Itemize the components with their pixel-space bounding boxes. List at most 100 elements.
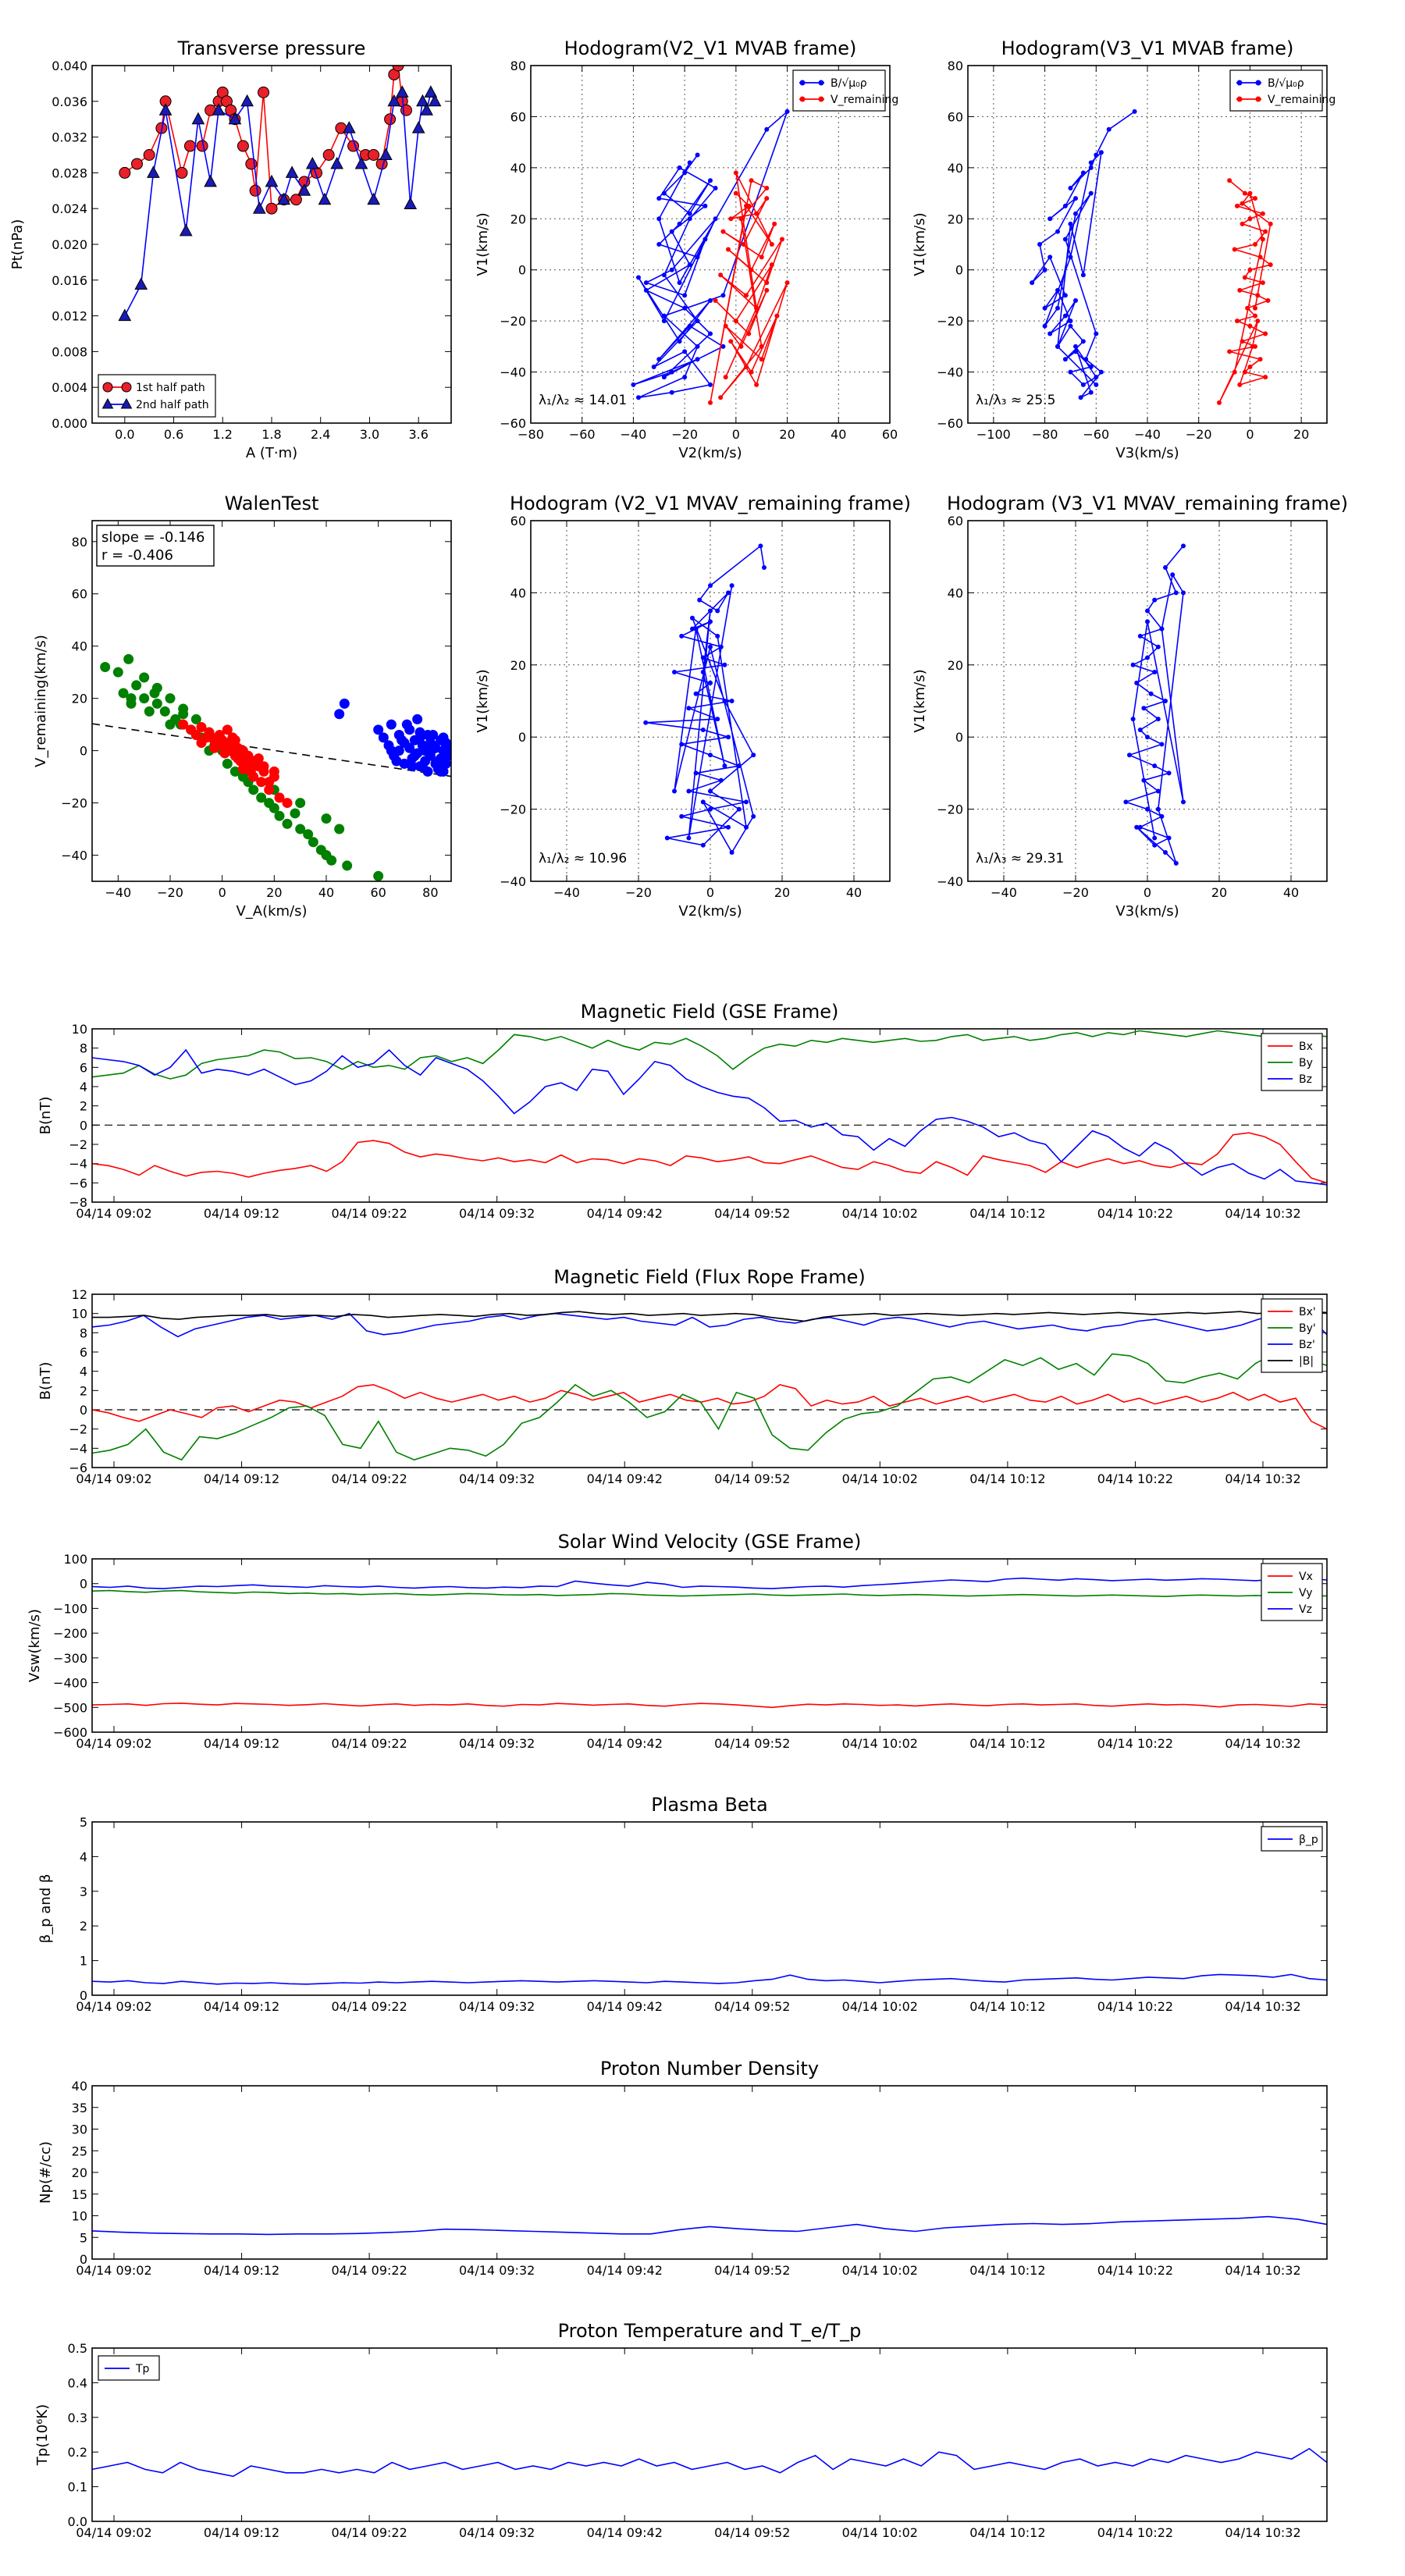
data-point	[237, 763, 248, 774]
y-tick-label: 0	[518, 730, 526, 745]
chart-title: Hodogram(V3_V1 MVAB frame)	[1001, 37, 1294, 59]
plot-area	[1030, 109, 1273, 405]
chart-hodo4: Hodogram (V3_V1 MVAV_remaining frame) −40…	[912, 493, 1348, 920]
data-point	[1257, 254, 1263, 260]
data-point	[1030, 280, 1035, 286]
legend-marker	[120, 397, 133, 409]
x-tick-label: −20	[1062, 885, 1089, 900]
x-tick-label: 04/14 09:42	[587, 1206, 663, 1221]
data-point	[1145, 608, 1150, 614]
data-point	[290, 194, 302, 206]
data-point	[151, 698, 162, 709]
data-point	[669, 369, 674, 375]
x-tick-label: 04/14 10:12	[969, 2525, 1045, 2540]
data-point	[726, 824, 731, 830]
y-tick-label: 0	[80, 2252, 87, 2267]
chart-np: Proton Number Density 04/14 09:02 04/14 09…	[37, 2058, 1328, 2278]
y-tick-label: 0.2	[68, 2445, 87, 2460]
plot-area	[92, 1577, 1327, 1709]
data-point	[736, 763, 742, 769]
chart-title: Hodogram (V2_V1 MVAV_remaining frame)	[510, 493, 911, 514]
data-point	[282, 818, 293, 829]
chart-beta: Plasma Beta 04/14 09:02 04/14 09:12 04/14 0…	[37, 1794, 1328, 2014]
data-point	[158, 103, 173, 116]
data-point	[1127, 753, 1132, 758]
x-tick-label: 04/14 09:42	[587, 1999, 663, 2014]
data-point	[669, 390, 674, 395]
data-point	[1055, 287, 1060, 293]
x-tick-label: 0	[732, 427, 740, 442]
data-point	[159, 706, 170, 717]
chart-vsw: Solar Wind Velocity (GSE Frame) 04/14 09:…	[27, 1531, 1328, 1751]
y-axis-label: V1(km/s)	[912, 212, 928, 276]
data-point	[700, 799, 706, 805]
data-point	[715, 633, 720, 639]
y-tick-label: 20	[72, 692, 87, 706]
plot-frame	[91, 65, 452, 424]
x-tick-label: 04/14 09:02	[76, 2525, 151, 2540]
x-tick-label: 0.0	[115, 427, 134, 442]
y-tick-label: 0.036	[52, 94, 87, 109]
data-point	[252, 201, 266, 214]
data-point	[1062, 293, 1068, 298]
y-tick-label: 60	[72, 587, 87, 602]
plot-frame	[91, 1028, 1328, 1203]
chart-title: Transverse pressure	[177, 37, 366, 59]
data-point	[708, 753, 713, 758]
y-tick-label: 0	[955, 730, 963, 745]
data-point	[726, 735, 731, 740]
y-tick-label: 8	[80, 1041, 87, 1056]
plot-frame	[91, 520, 452, 882]
data-point	[1232, 247, 1237, 252]
data-point	[308, 837, 318, 848]
chart-walen: WalenTest −40 −20 0 20 40 60 80 −40 −20 0 20 40 60 80 V…	[33, 493, 452, 920]
data-point	[729, 850, 735, 856]
data-point	[1260, 280, 1265, 286]
x-tick-label: 04/14 09:22	[331, 2525, 407, 2540]
data-point	[695, 152, 700, 158]
data-point	[1145, 619, 1150, 624]
plot-area	[92, 2215, 1327, 2236]
data-point	[715, 608, 720, 614]
x-tick-label: 04/14 10:22	[1097, 2263, 1173, 2278]
data-point	[256, 792, 267, 803]
data-point	[1242, 275, 1247, 280]
x-tick-label: 04/14 09:32	[459, 1736, 535, 1751]
y-tick-label: 5	[80, 2230, 87, 2245]
data-point	[1268, 262, 1273, 268]
data-point	[1152, 835, 1158, 841]
data-point	[1159, 742, 1165, 747]
data-point	[1055, 343, 1060, 349]
data-point	[1173, 590, 1179, 596]
data-point	[399, 758, 410, 769]
data-point	[690, 626, 695, 632]
y-tick-label: 60	[948, 514, 963, 528]
series-line-By	[92, 1030, 1327, 1080]
x-tick-label: 04/14 09:32	[459, 2263, 535, 2278]
data-point	[1080, 170, 1086, 176]
plot-area	[118, 66, 442, 322]
x-tick-label: 04/14 09:22	[331, 1471, 407, 1486]
y-tick-label: 80	[72, 535, 87, 550]
data-point	[1253, 313, 1257, 318]
data-point	[708, 400, 713, 405]
data-point	[1170, 572, 1176, 578]
data-point	[1088, 390, 1094, 395]
y-tick-label: 15	[72, 2187, 87, 2202]
data-point	[726, 247, 731, 252]
x-tick-label: 0	[219, 885, 226, 900]
data-point	[718, 777, 724, 783]
data-point	[746, 331, 752, 336]
x-tick-label: 04/14 10:12	[969, 1471, 1045, 1486]
data-point	[100, 661, 111, 672]
x-tick-label: 20	[774, 885, 790, 900]
data-point	[1237, 382, 1243, 387]
y-tick-label: 0.1	[68, 2480, 87, 2495]
x-tick-label: 04/14 09:42	[587, 1736, 663, 1751]
x-tick-label: −40	[991, 885, 1017, 900]
x-tick-label: −20	[157, 885, 183, 900]
data-point	[764, 280, 770, 286]
data-point	[1263, 331, 1268, 336]
data-point	[179, 223, 193, 237]
data-point	[1048, 331, 1053, 336]
